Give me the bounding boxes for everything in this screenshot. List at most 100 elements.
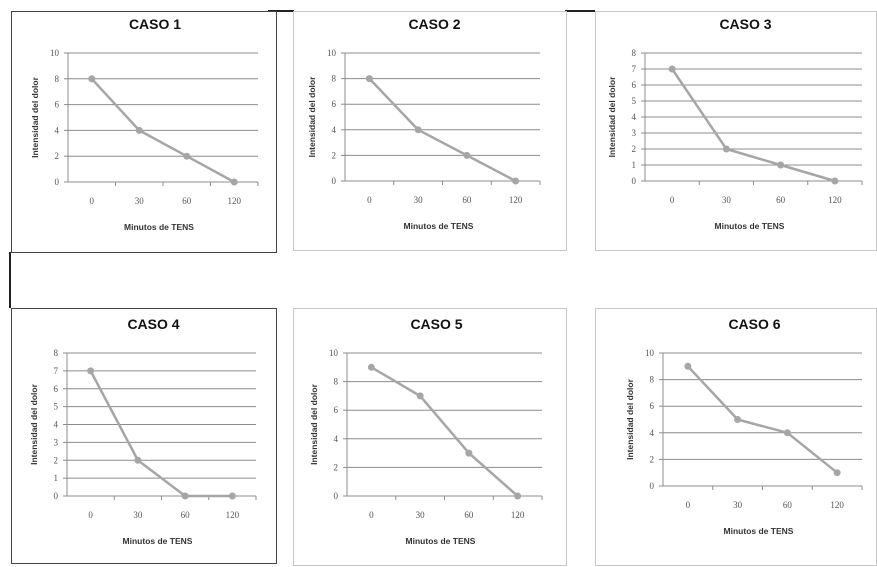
y-tick-label: 0 — [332, 176, 337, 186]
y-tick-label: 4 — [334, 434, 339, 444]
x-tick-label: 120 — [226, 510, 240, 520]
data-point — [88, 75, 96, 83]
x-tick-label: 60 — [182, 196, 192, 206]
y-tick-label: 1 — [632, 160, 637, 170]
y-tick-label: 2 — [332, 150, 337, 160]
x-tick-label: 30 — [733, 500, 743, 510]
x-tick-label: 30 — [722, 195, 732, 205]
data-point — [228, 492, 236, 500]
x-tick-label: 30 — [133, 510, 143, 520]
series-line — [89, 370, 233, 498]
x-tick-label: 120 — [828, 195, 842, 205]
series-line — [671, 68, 836, 183]
data-point — [134, 456, 142, 464]
chart-panel-caso-3: CASO 3 0 1 2 3 4 5 6 7 8 0 30 60 120 Minutos de TENS In… — [595, 11, 877, 251]
series-line — [90, 77, 235, 184]
data-point — [135, 126, 143, 134]
y-tick-label: 3 — [54, 437, 59, 447]
x-tick-label: 0 — [88, 510, 93, 520]
chart-panel-caso-4: CASO 4 0 1 2 3 4 5 6 7 8 0 30 60 120 Minutos de TENS In… — [11, 308, 277, 564]
x-tick-label: 30 — [416, 510, 426, 520]
data-point — [183, 152, 191, 160]
chart-panel-caso-6: CASO 6 0 2 4 6 8 10 0 30 60 120 Minutos de TENS Inte… — [595, 308, 877, 566]
y-tick-label: 8 — [334, 377, 339, 387]
y-tick-label: 3 — [632, 128, 637, 138]
y-tick-label: 7 — [632, 64, 637, 74]
data-point — [833, 469, 841, 477]
chart-panel-caso-5: CASO 5 0 2 4 6 8 10 0 30 60 120 Minutos de TENS Inte… — [293, 308, 567, 566]
frame-line-top-right — [565, 10, 595, 12]
y-tick-label: 5 — [632, 96, 637, 106]
y-tick-label: 6 — [55, 100, 60, 110]
y-tick-label: 0 — [632, 176, 637, 186]
y-tick-label: 8 — [332, 74, 337, 84]
y-tick-label: 2 — [632, 144, 637, 154]
x-tick-label: 60 — [464, 510, 474, 520]
y-axis-label: Intensidad del dolor — [30, 76, 40, 157]
chart-svg: CASO 4 0 1 2 3 4 5 6 7 8 0 30 60 120 Minutos de TENS In… — [29, 316, 257, 546]
data-point — [465, 449, 473, 457]
data-point — [414, 126, 422, 134]
y-axis-label: Intensidad del dolor — [29, 383, 39, 464]
chart-svg: CASO 1 0 2 4 6 8 10 0 30 60 120 Minutos de TENS Inte… — [30, 16, 259, 232]
chart-panel-caso-1: CASO 1 0 2 4 6 8 10 0 30 60 120 Minutos de TENS Inte… — [11, 11, 277, 253]
data-point — [181, 492, 189, 500]
chart-title: CASO 1 — [129, 16, 181, 32]
y-axis-label: Intensidad del dolor — [625, 378, 635, 459]
x-tick-label: 0 — [367, 195, 372, 205]
chart-panel-caso-2: CASO 2 0 2 4 6 8 10 0 30 60 120 Minutos de TENS Inte… — [293, 11, 567, 251]
x-axis-label: Minutos de TENS — [724, 526, 794, 536]
data-point — [722, 145, 730, 153]
y-tick-label: 0 — [650, 481, 655, 491]
x-axis-label: Minutos de TENS — [124, 222, 194, 232]
y-tick-label: 5 — [54, 402, 59, 412]
y-tick-label: 10 — [327, 48, 337, 58]
series-line — [370, 366, 519, 497]
y-tick-label: 8 — [650, 375, 655, 385]
data-point — [463, 151, 471, 159]
y-axis-label: Intensidad del dolor — [307, 76, 317, 157]
x-tick-label: 120 — [228, 196, 242, 206]
y-tick-label: 8 — [54, 348, 59, 358]
y-tick-label: 8 — [55, 74, 60, 84]
chart-title: CASO 2 — [408, 16, 460, 32]
chart-title: CASO 5 — [410, 316, 462, 332]
x-tick-label: 60 — [783, 500, 793, 510]
y-tick-label: 4 — [54, 420, 59, 430]
y-axis-label: Intensidad del dolor — [309, 383, 319, 464]
data-point — [87, 367, 95, 375]
x-tick-label: 30 — [135, 196, 145, 206]
x-axis-label: Minutos de TENS — [404, 221, 474, 231]
data-point — [230, 178, 238, 186]
data-point — [831, 177, 839, 185]
frame-line-left — [9, 252, 11, 308]
y-tick-label: 4 — [55, 125, 60, 135]
data-point — [512, 177, 520, 185]
data-point — [668, 65, 676, 73]
data-point — [365, 75, 373, 83]
y-tick-label: 0 — [55, 177, 60, 187]
x-axis-label: Minutos de TENS — [715, 221, 785, 231]
x-axis-label: Minutos de TENS — [123, 536, 193, 546]
chart-title: CASO 3 — [719, 16, 771, 32]
y-tick-label: 8 — [632, 48, 637, 58]
y-tick-label: 6 — [332, 99, 337, 109]
y-tick-label: 4 — [632, 112, 637, 122]
x-tick-label: 60 — [776, 195, 786, 205]
y-tick-label: 2 — [55, 151, 60, 161]
data-point — [514, 492, 522, 500]
x-tick-label: 0 — [670, 195, 675, 205]
data-point — [783, 429, 791, 437]
data-point — [777, 161, 785, 169]
chart-title: CASO 4 — [127, 316, 179, 332]
chart-svg: CASO 2 0 2 4 6 8 10 0 30 60 120 Minutos de TENS Inte… — [307, 16, 541, 231]
y-tick-label: 4 — [332, 125, 337, 135]
y-axis-label: Intensidad del dolor — [607, 76, 617, 157]
x-tick-label: 120 — [830, 500, 844, 510]
x-axis-label: Minutos de TENS — [406, 536, 476, 546]
y-tick-label: 4 — [650, 428, 655, 438]
y-tick-label: 6 — [650, 401, 655, 411]
y-tick-label: 6 — [334, 405, 339, 415]
chart-svg: CASO 5 0 2 4 6 8 10 0 30 60 120 Minutos de TENS Inte… — [309, 316, 543, 546]
y-tick-label: 2 — [54, 455, 59, 465]
